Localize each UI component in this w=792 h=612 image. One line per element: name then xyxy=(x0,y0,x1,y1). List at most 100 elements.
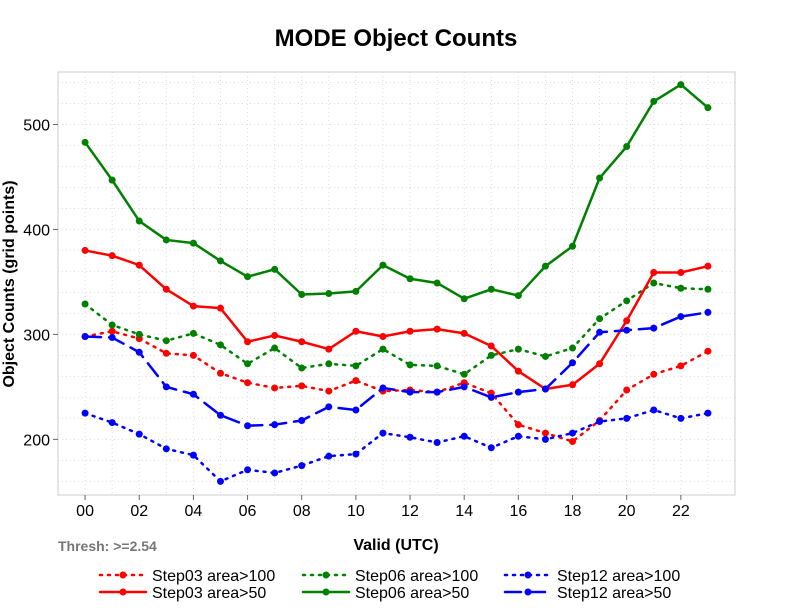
y-tick-label: 300 xyxy=(23,327,50,344)
data-point xyxy=(162,337,170,345)
data-point xyxy=(81,138,89,146)
x-tick-label: 20 xyxy=(618,503,636,520)
data-point xyxy=(541,262,549,270)
data-point xyxy=(189,390,197,398)
data-point xyxy=(352,406,360,414)
data-point xyxy=(406,388,414,396)
data-point xyxy=(704,347,712,355)
data-point xyxy=(298,462,306,470)
data-point xyxy=(704,308,712,316)
data-point xyxy=(487,342,495,350)
data-point xyxy=(271,265,279,273)
legend-marker xyxy=(322,571,330,579)
legend-marker xyxy=(524,571,532,579)
data-point xyxy=(406,433,414,441)
series-line xyxy=(83,330,710,443)
data-point xyxy=(325,403,333,411)
data-point xyxy=(623,386,631,394)
legend-item: Step06 area>50 xyxy=(301,585,469,602)
data-point xyxy=(379,345,387,353)
series-step03-area-100 xyxy=(81,327,712,445)
x-tick-label: 16 xyxy=(509,503,527,520)
data-point xyxy=(162,349,170,357)
x-tick-label: 08 xyxy=(293,503,311,520)
x-tick-label: 06 xyxy=(239,503,257,520)
data-point xyxy=(379,261,387,269)
legend-label: Step06 area>100 xyxy=(355,568,478,585)
legend-marker xyxy=(524,588,532,596)
y-tick-label: 400 xyxy=(23,222,50,239)
data-point xyxy=(433,439,441,447)
legend-label: Step12 area>50 xyxy=(557,585,671,602)
data-point xyxy=(569,437,577,445)
plot-frame xyxy=(57,71,736,496)
data-point xyxy=(569,359,577,367)
data-point xyxy=(514,388,522,396)
data-point xyxy=(244,360,252,368)
data-point xyxy=(650,279,658,287)
series-step12-area-100 xyxy=(81,406,712,485)
data-point xyxy=(487,444,495,452)
data-point xyxy=(487,285,495,293)
data-point xyxy=(298,291,306,299)
data-point xyxy=(406,361,414,369)
data-point xyxy=(81,246,89,254)
data-point xyxy=(325,387,333,395)
data-point xyxy=(704,104,712,112)
data-point xyxy=(216,304,224,312)
data-point xyxy=(216,477,224,485)
legend-marker xyxy=(119,588,127,596)
data-point xyxy=(704,262,712,270)
data-point xyxy=(216,257,224,265)
data-point xyxy=(108,321,116,329)
data-point xyxy=(379,384,387,392)
legend-item: Step12 area>100 xyxy=(503,568,680,585)
data-point xyxy=(677,362,685,370)
data-point xyxy=(677,81,685,89)
data-point xyxy=(135,330,143,338)
data-point xyxy=(406,327,414,335)
data-point xyxy=(433,388,441,396)
data-point xyxy=(569,242,577,250)
data-point xyxy=(541,385,549,393)
data-point xyxy=(623,143,631,151)
data-point xyxy=(379,429,387,437)
chart-title: MODE Object Counts xyxy=(275,25,518,52)
data-point xyxy=(244,338,252,346)
data-point xyxy=(541,352,549,360)
data-point xyxy=(433,325,441,333)
series-line xyxy=(83,249,710,391)
data-point xyxy=(487,393,495,401)
data-point xyxy=(298,364,306,372)
data-point xyxy=(271,384,279,392)
data-point xyxy=(81,300,89,308)
series-step12-area-50 xyxy=(81,308,712,430)
data-point xyxy=(81,409,89,417)
data-point xyxy=(352,450,360,458)
data-point xyxy=(271,421,279,429)
data-point xyxy=(189,351,197,359)
data-point xyxy=(460,383,468,391)
x-tick-label: 02 xyxy=(130,503,148,520)
data-point xyxy=(514,292,522,300)
data-point xyxy=(108,176,116,184)
data-point xyxy=(569,344,577,352)
data-point xyxy=(650,97,658,105)
legend-item: Step06 area>100 xyxy=(301,568,478,585)
y-axis-label: Object Counts (grid points) xyxy=(1,180,18,387)
data-point xyxy=(460,295,468,303)
tick-labels: 00 02 04 06 08 10 12 14 16 18 20 22 200 300 400 500 xyxy=(23,117,690,520)
x-tick-label: 04 xyxy=(185,503,203,520)
data-point xyxy=(514,421,522,429)
x-tick-label: 10 xyxy=(347,503,365,520)
data-point xyxy=(244,273,252,281)
data-point xyxy=(108,419,116,427)
data-point xyxy=(216,369,224,377)
data-point xyxy=(514,432,522,440)
data-point xyxy=(352,327,360,335)
data-point xyxy=(298,416,306,424)
data-point xyxy=(189,329,197,337)
series-line xyxy=(83,311,710,427)
legend-marker xyxy=(119,571,127,579)
